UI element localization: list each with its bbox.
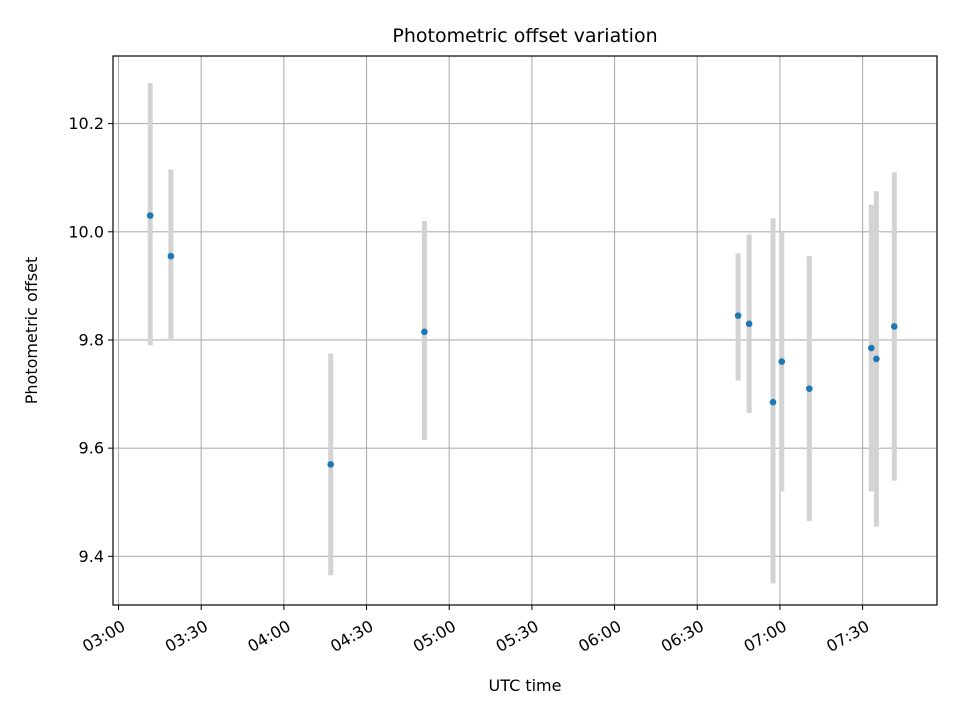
chart-title: Photometric offset variation: [392, 25, 657, 47]
y-tick-label: 10.0: [68, 222, 104, 241]
data-point: [890, 323, 898, 330]
data-point: [146, 212, 154, 219]
plot-frame: [112, 55, 938, 606]
data-point: [734, 312, 742, 319]
data-point: [745, 320, 753, 328]
data-point: [868, 344, 875, 352]
y-tick-label: 9.4: [79, 547, 104, 566]
grid-layer: [113, 56, 937, 605]
y-tick-label: 9.6: [79, 439, 104, 458]
data-point: [167, 252, 175, 260]
data-point: [421, 328, 428, 336]
y-axis-label: Photometric offset: [22, 257, 41, 405]
y-tick-label: 9.8: [79, 330, 104, 349]
x-axis-label: UTC time: [489, 676, 562, 695]
data-point: [769, 398, 777, 406]
data-point: [778, 358, 786, 365]
y-tick-label: 10.2: [68, 114, 104, 133]
point-layer: [146, 212, 898, 468]
data-point: [873, 355, 880, 363]
data-point: [327, 461, 335, 468]
data-point: [806, 385, 813, 392]
